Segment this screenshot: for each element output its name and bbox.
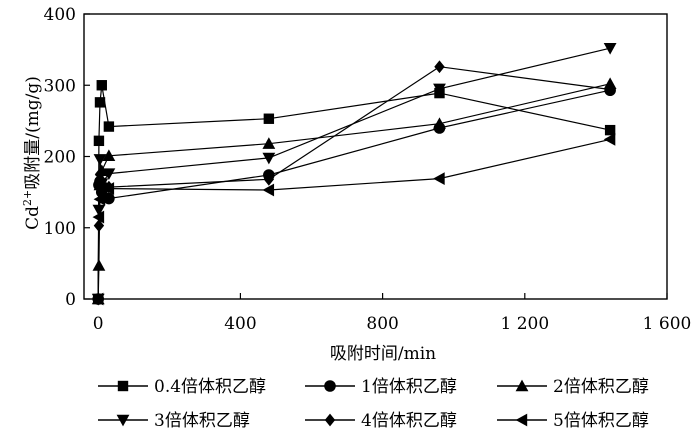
y-tick-label: 0 <box>65 290 76 310</box>
legend-marker <box>324 413 336 427</box>
legend-marker <box>324 380 336 392</box>
series-3 <box>91 77 617 305</box>
data-point <box>263 172 275 186</box>
legend-item: 3倍体积乙醇 <box>98 411 250 431</box>
plot-frame <box>83 13 668 300</box>
x-tick-label: 1 200 <box>500 314 549 334</box>
data-point <box>93 135 105 147</box>
x-tick-label: 0 <box>93 314 104 334</box>
legend-label: 2倍体积乙醇 <box>553 377 649 397</box>
data-point <box>93 192 106 206</box>
series-line <box>97 47 611 300</box>
data-point <box>604 83 616 96</box>
series-line <box>97 83 611 300</box>
series-4 <box>91 43 617 306</box>
series-2 <box>92 84 616 305</box>
data-point <box>96 80 107 91</box>
x-tick-label: 1 600 <box>643 314 692 334</box>
data-point <box>91 292 104 306</box>
data-point <box>102 149 116 161</box>
data-point <box>433 117 446 129</box>
x-tick-label: 400 <box>224 314 256 334</box>
y-axis-title: Cd2+吸附量/(mg/g) <box>21 76 43 230</box>
y-tick-label: 200 <box>44 148 76 168</box>
series-line <box>97 89 611 300</box>
data-point <box>94 167 106 181</box>
data-point <box>263 113 275 124</box>
y-tick-label: 300 <box>44 76 76 96</box>
data-point <box>262 183 275 197</box>
data-point <box>262 137 276 149</box>
y-tick-label: 100 <box>44 219 76 239</box>
data-point <box>103 192 115 205</box>
legend-label: 1倍体积乙醇 <box>361 377 457 397</box>
series-line <box>97 138 611 300</box>
legend-label: 0.4倍体积乙醇 <box>154 377 266 397</box>
legend-label: 4倍体积乙醇 <box>361 411 457 431</box>
legend-item: 1倍体积乙醇 <box>305 377 457 397</box>
x-axis-title: 吸附时间/min <box>330 344 436 364</box>
legend-label: 5倍体积乙醇 <box>553 411 649 431</box>
data-point <box>434 60 445 74</box>
legend-item: 4倍体积乙醇 <box>305 411 457 431</box>
data-point <box>603 43 617 55</box>
series-layer <box>91 43 617 306</box>
data-point <box>102 182 115 195</box>
data-point <box>102 168 116 180</box>
data-point <box>92 210 105 224</box>
data-point <box>433 172 445 185</box>
series-1 <box>93 80 616 305</box>
data-point <box>604 124 616 136</box>
legend-marker <box>116 414 130 427</box>
legend-label: 3倍体积乙醇 <box>154 411 250 431</box>
data-point <box>95 182 107 195</box>
data-point <box>93 154 107 166</box>
x-tick-label: 800 <box>366 314 398 334</box>
data-point <box>433 83 446 96</box>
legend-marker <box>515 379 529 392</box>
data-point <box>262 152 276 165</box>
data-point <box>94 97 106 108</box>
legend-item: 5倍体积乙醇 <box>497 411 649 431</box>
legend-marker <box>117 380 129 392</box>
axes-layer: 0 400 800 1 200 1 600 0 100 200 300 400 <box>44 5 692 334</box>
series-6 <box>91 133 616 306</box>
legend-item: 2倍体积乙醇 <box>497 377 649 397</box>
legend-item: 0.4倍体积乙醇 <box>98 377 266 397</box>
legend: 0.4倍体积乙醇 1倍体积乙醇 2倍体积乙醇 3倍体积乙醇 4倍体积乙醇 5倍体积乙醇 <box>98 377 649 431</box>
legend-marker <box>515 413 528 427</box>
series-5 <box>93 60 616 306</box>
data-point <box>103 121 115 132</box>
y-tick-label: 400 <box>44 5 76 25</box>
data-point <box>603 133 616 146</box>
series-line <box>97 85 611 300</box>
